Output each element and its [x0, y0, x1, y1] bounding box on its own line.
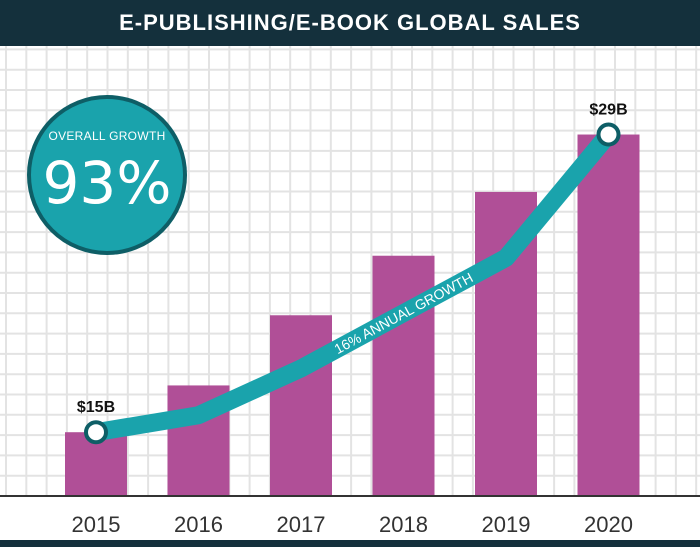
bar-2017 [270, 315, 332, 496]
x-tick-label-2016: 2016 [174, 512, 223, 537]
x-tick-label-2018: 2018 [379, 512, 428, 537]
badge-value: 93% [42, 149, 172, 217]
bottom-rule [0, 540, 700, 547]
x-tick-label-2019: 2019 [482, 512, 531, 537]
title-bar: E-PUBLISHING/E-BOOK GLOBAL SALES [0, 0, 700, 46]
value-annotation-2015: $15B [77, 399, 115, 416]
bar-2020 [577, 134, 640, 496]
x-tick-label-2017: 2017 [277, 512, 326, 537]
chart-title: E-PUBLISHING/E-BOOK GLOBAL SALES [119, 10, 581, 35]
x-tick-label-2015: 2015 [72, 512, 121, 537]
line-endpoint-marker [596, 122, 621, 147]
x-tick-label-2020: 2020 [584, 512, 633, 537]
annual-growth-line [87, 125, 618, 442]
overall-growth-badge: OVERALL GROWTH 93% [27, 95, 187, 255]
line-endpoint-marker [84, 420, 108, 445]
badge-label: OVERALL GROWTH [48, 129, 166, 143]
value-annotation-2020: $29B [589, 102, 627, 119]
